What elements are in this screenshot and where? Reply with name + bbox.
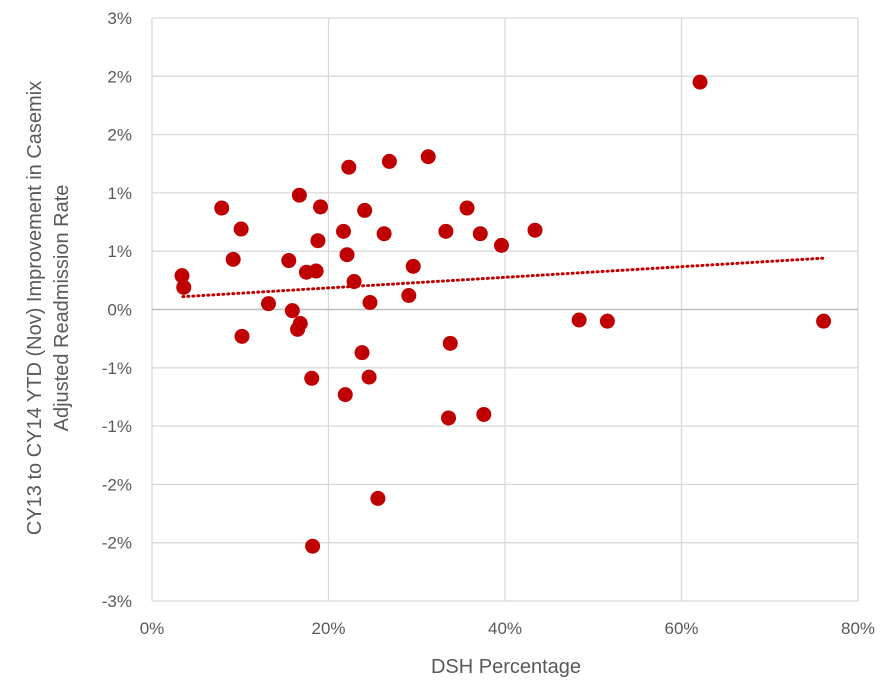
x-tick-label: 80% xyxy=(841,619,875,638)
data-point xyxy=(214,200,230,216)
x-tick-label: 20% xyxy=(311,619,345,638)
data-point xyxy=(472,226,488,242)
data-points xyxy=(174,74,832,554)
y-axis-title-line-1: CY13 to CY14 YTD (Nov) Improvement in Ca… xyxy=(24,81,46,535)
data-point xyxy=(305,538,321,554)
x-tick-label: 60% xyxy=(664,619,698,638)
data-point xyxy=(291,187,307,203)
data-point xyxy=(571,312,587,328)
data-point xyxy=(336,223,352,239)
data-point xyxy=(310,233,326,249)
y-tick-label: 1% xyxy=(107,184,132,203)
x-axis-tick-labels: 0% 20% 40% 60% 80% xyxy=(140,619,875,638)
y-tick-label: -1% xyxy=(102,359,132,378)
data-point xyxy=(401,288,417,304)
data-point xyxy=(341,159,357,175)
x-tick-label: 0% xyxy=(140,619,165,638)
data-point xyxy=(362,295,378,311)
y-tick-label: 1% xyxy=(107,242,132,261)
data-point xyxy=(233,221,249,237)
data-point xyxy=(370,490,386,506)
data-point xyxy=(234,328,250,344)
data-point xyxy=(405,258,421,274)
x-axis-title: DSH Percentage xyxy=(431,656,581,678)
y-tick-label: -3% xyxy=(102,592,132,611)
data-point xyxy=(174,268,190,284)
y-tick-label: -1% xyxy=(102,417,132,436)
data-point xyxy=(260,296,276,312)
y-tick-label: 2% xyxy=(107,67,132,86)
data-point xyxy=(441,410,457,426)
data-point xyxy=(381,153,397,169)
data-point xyxy=(346,274,362,290)
data-point xyxy=(599,313,615,329)
x-tick-label: 40% xyxy=(488,619,522,638)
data-point xyxy=(527,222,543,238)
data-point xyxy=(459,200,475,216)
data-point xyxy=(493,237,509,253)
y-tick-label: -2% xyxy=(102,534,132,553)
data-point xyxy=(313,199,329,215)
data-point xyxy=(225,251,241,267)
data-point xyxy=(357,202,373,218)
data-point xyxy=(339,247,355,263)
data-point xyxy=(361,369,377,385)
data-point xyxy=(337,387,353,403)
data-point xyxy=(354,345,370,361)
data-point xyxy=(692,74,708,90)
y-tick-label: 0% xyxy=(107,301,132,320)
data-point xyxy=(284,303,300,319)
data-point xyxy=(420,149,436,165)
y-tick-label: 2% xyxy=(107,126,132,145)
data-point xyxy=(476,406,492,422)
data-point xyxy=(176,279,192,295)
y-tick-label: -2% xyxy=(102,475,132,494)
y-tick-label: 3% xyxy=(107,9,132,28)
y-axis-tick-labels: 3% 2% 2% 1% 1% 0% -1% -1% -2% -2% -3% xyxy=(102,9,132,611)
data-point xyxy=(816,313,832,329)
data-point xyxy=(442,335,458,351)
trendline xyxy=(181,256,825,299)
data-point xyxy=(376,226,392,242)
y-axis-title-line-2: Adjusted Readmission Rate xyxy=(51,185,73,432)
data-point xyxy=(438,223,454,239)
data-point xyxy=(308,263,324,279)
data-point xyxy=(304,370,320,386)
data-point xyxy=(292,315,308,331)
data-point xyxy=(281,253,297,269)
